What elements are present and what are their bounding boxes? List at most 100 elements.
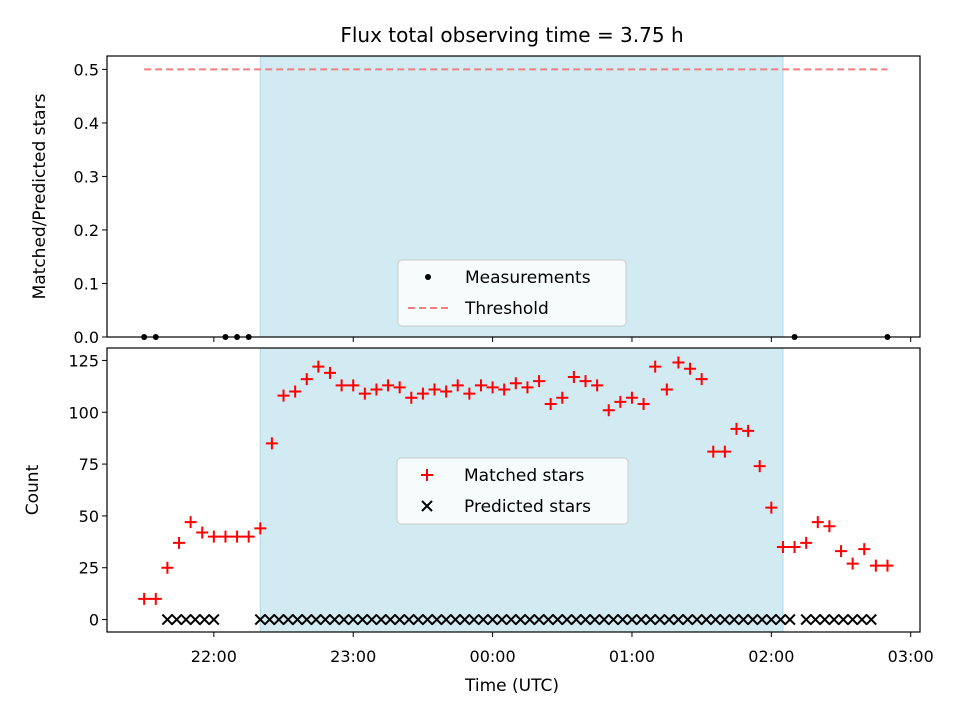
predicted-stars-point xyxy=(765,613,778,626)
chart-title: Flux total observing time = 3.75 h xyxy=(340,23,683,47)
y-tick-label: 75 xyxy=(79,455,99,474)
predicted-stars-point xyxy=(366,613,378,626)
matched-stars-point xyxy=(869,559,882,572)
legend-predicted-swatch xyxy=(421,500,433,512)
matched-stars-point xyxy=(486,381,499,394)
predicted-stars-point xyxy=(273,613,285,626)
predicted-stars-point xyxy=(356,613,369,626)
predicted-stars-point xyxy=(774,613,787,626)
matched-stars-point xyxy=(823,520,836,533)
matched-stars-point xyxy=(323,366,336,379)
predicted-stars-point xyxy=(180,613,192,626)
predicted-stars-point xyxy=(459,613,471,626)
predicted-stars-point xyxy=(496,613,508,626)
matched-stars-point xyxy=(370,383,383,396)
predicted-stars-point xyxy=(654,613,666,626)
y-tick-label: 0 xyxy=(89,611,99,630)
y-axis-label: Count xyxy=(23,464,43,515)
matched-stars-point xyxy=(625,391,638,404)
matched-stars-point xyxy=(463,387,476,400)
legend-label: Predicted stars xyxy=(464,497,591,517)
legend-label: Matched stars xyxy=(464,466,584,486)
predicted-stars-point xyxy=(728,613,740,626)
matched-stars-point xyxy=(207,530,220,543)
legend-matched-swatch xyxy=(421,469,433,481)
matched-stars-point xyxy=(138,592,151,605)
y-tick-label: 0.4 xyxy=(74,114,99,133)
matched-stars-point xyxy=(579,375,592,388)
matched-stars-point xyxy=(707,445,720,458)
matched-stars-point xyxy=(149,592,162,605)
predicted-stars-point xyxy=(644,613,657,626)
predicted-stars-point xyxy=(784,613,796,626)
matched-stars-point xyxy=(416,387,429,400)
axes-frame xyxy=(106,55,921,338)
matched-stars-point xyxy=(300,373,313,386)
x-tick-label: 01:00 xyxy=(609,647,655,666)
matched-stars-point xyxy=(776,541,789,554)
predicted-stars-point xyxy=(819,613,831,626)
matched-stars-point xyxy=(474,379,487,392)
predicted-stars-point xyxy=(626,613,638,626)
predicted-stars-point xyxy=(837,613,850,626)
legend-label: Measurements xyxy=(465,268,591,288)
predicted-stars-point xyxy=(486,613,499,626)
matched-stars-point xyxy=(498,383,511,396)
matched-stars-point xyxy=(614,395,627,408)
matched-stars-point xyxy=(718,445,731,458)
x-tick-label: 03:00 xyxy=(888,647,934,666)
predicted-stars-point xyxy=(865,613,877,626)
predicted-stars-point xyxy=(338,613,350,626)
legend-box xyxy=(397,259,627,327)
predicted-stars-point xyxy=(384,613,397,626)
matched-stars-point xyxy=(672,356,685,369)
matched-stars-point xyxy=(277,389,290,402)
predicted-stars-point xyxy=(747,613,759,626)
predicted-stars-point xyxy=(310,613,322,626)
predicted-stars-point xyxy=(412,613,424,626)
matched-stars-point xyxy=(684,362,697,375)
predicted-stars-point xyxy=(533,613,545,626)
x-tick-label: 02:00 xyxy=(748,647,794,666)
matched-stars-point xyxy=(161,561,174,574)
matched-stars-point xyxy=(219,530,232,543)
predicted-stars-point xyxy=(846,613,859,626)
predicted-stars-point xyxy=(828,613,840,626)
matched-stars-point xyxy=(521,381,534,394)
y-tick-label: 125 xyxy=(68,351,99,370)
predicted-stars-point xyxy=(672,613,685,626)
x-tick-label: 23:00 xyxy=(330,647,376,666)
predicted-stars-point xyxy=(254,613,267,626)
matched-stars-point xyxy=(265,437,278,450)
predicted-stars-point xyxy=(719,613,731,626)
predicted-stars-point xyxy=(328,613,341,626)
predicted-stars-point xyxy=(198,613,211,626)
y-tick-label: 25 xyxy=(79,559,99,578)
matched-stars-point xyxy=(451,379,464,392)
matched-stars-point xyxy=(231,530,244,543)
matched-stars-point xyxy=(637,397,650,410)
predicted-stars-point xyxy=(589,613,601,626)
predicted-stars-point xyxy=(291,613,304,626)
matched-stars-point xyxy=(509,377,522,390)
matched-stars-point xyxy=(289,385,302,398)
predicted-stars-point xyxy=(440,613,452,626)
y-axis-label: Matched/Predicted stars xyxy=(30,93,50,299)
matched-stars-point xyxy=(254,522,267,535)
legend: Matched stars Predicted stars xyxy=(396,457,629,525)
y-tick-label: 50 xyxy=(79,507,99,526)
matched-stars-point xyxy=(428,383,441,396)
predicted-stars-point xyxy=(170,613,183,626)
predicted-stars-point xyxy=(301,613,313,626)
predicted-stars-point xyxy=(189,613,201,626)
matched-stars-point xyxy=(730,422,743,435)
predicted-stars-point xyxy=(607,613,620,626)
matched-stars-point xyxy=(753,460,766,473)
predicted-stars-point xyxy=(208,613,220,626)
matched-stars-point xyxy=(242,530,255,543)
predicted-stars-point xyxy=(709,613,722,626)
y-tick-label: 0.0 xyxy=(74,328,99,347)
predicted-stars-point xyxy=(403,613,415,626)
legend: Measurements Threshold xyxy=(397,259,627,327)
matched-stars-point xyxy=(335,379,348,392)
